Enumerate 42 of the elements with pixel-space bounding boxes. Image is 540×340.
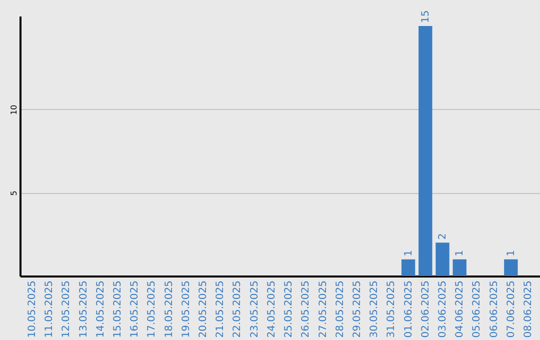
x-tick-label: 18.05.2025: [164, 280, 175, 338]
x-tick-label: 28.05.2025: [334, 280, 346, 338]
bar: [504, 259, 518, 276]
bar: [436, 242, 450, 276]
data-label: 2: [438, 233, 448, 240]
x-tick-label: 16.05.2025: [130, 280, 141, 338]
x-tick-label: 02.06.2025: [420, 280, 432, 338]
x-tick-label: 03.06.2025: [438, 280, 448, 338]
data-label: 1: [403, 250, 414, 256]
x-tick-label: 14.05.2025: [95, 280, 106, 338]
bar: [452, 259, 466, 276]
x-tick-label: 07.06.2025: [506, 280, 517, 338]
x-tick-label: 26.05.2025: [300, 280, 312, 338]
x-tick-label: 06.06.2025: [488, 280, 500, 338]
x-tick-label: 17.05.2025: [146, 280, 158, 338]
x-tick-label: 20.05.2025: [198, 280, 210, 338]
x-tick-label: 22.05.2025: [232, 280, 244, 338]
x-tick-label: 15.05.2025: [112, 280, 124, 338]
x-tick-label: 30.05.2025: [369, 280, 380, 338]
x-tick-label: 04.06.2025: [454, 280, 466, 338]
x-tick-label: 01.06.2025: [403, 280, 414, 338]
y-tick-label: 10: [10, 104, 18, 115]
x-tick-label: 11.05.2025: [44, 280, 56, 338]
x-tick-label: 21.05.2025: [215, 280, 226, 338]
x-tick-label: 19.05.2025: [180, 280, 192, 338]
data-label: 15: [420, 10, 432, 23]
data-label: 1: [454, 250, 466, 256]
bar: [401, 259, 416, 276]
x-tick-label: 10.05.2025: [26, 280, 38, 338]
x-tick-label: 27.05.2025: [318, 280, 329, 338]
x-tick-label: 12.05.2025: [61, 280, 72, 338]
x-tick-label: 08.06.2025: [523, 280, 534, 338]
x-tick-label: 24.05.2025: [266, 280, 278, 338]
y-tick-label: 5: [10, 190, 18, 196]
x-tick-label: 31.05.2025: [386, 280, 398, 338]
data-label: 1: [506, 250, 517, 256]
x-tick-label: 23.05.2025: [249, 280, 260, 338]
x-tick-label: 13.05.2025: [78, 280, 90, 338]
x-tick-label: 05.06.2025: [472, 280, 483, 338]
bar: [418, 26, 432, 276]
x-tick-label: 25.05.2025: [284, 280, 295, 338]
x-tick-label: 29.05.2025: [352, 280, 363, 338]
